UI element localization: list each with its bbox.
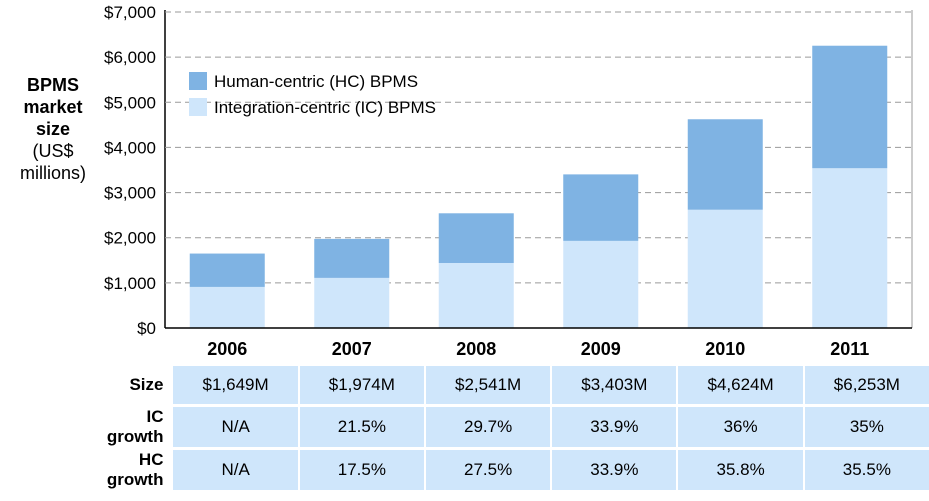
y-axis-title-line: market	[23, 97, 83, 117]
bar-segment-hc	[687, 119, 763, 210]
table-row-ic-growth: IC growth N/A 21.5% 29.7% 33.9% 36% 35%	[90, 407, 929, 447]
y-axis-title-line: millions)	[19, 163, 86, 183]
y-tick-label: $4,000	[104, 138, 156, 157]
y-axis-title: BPMS market size (US$ millions)	[0, 74, 106, 184]
table-cell: $3,403M	[550, 366, 677, 404]
y-axis-title-line: (US$	[32, 141, 74, 161]
table-cell: 35.5%	[802, 450, 929, 490]
row-label: IC growth	[90, 407, 174, 447]
bar-segment-hc	[812, 45, 888, 169]
x-tick-label: 2008	[456, 339, 496, 359]
legend-swatch	[189, 98, 207, 116]
bar-segment-ic	[687, 209, 763, 328]
y-tick-label: $6,000	[104, 48, 156, 67]
table-cell: 33.9%	[550, 450, 677, 490]
row-label: Size	[90, 366, 174, 404]
y-tick-label: $0	[137, 319, 156, 338]
table-cell: 35%	[802, 407, 929, 447]
stats-table: Size $1,649M $1,974M $2,541M $3,403M $4,…	[90, 363, 929, 493]
table-cell: 29.7%	[423, 407, 551, 447]
table-cell: $4,624M	[676, 366, 803, 404]
bar-segment-hc	[314, 238, 390, 278]
table-cell: N/A	[173, 450, 298, 490]
table-cell: 36%	[676, 407, 803, 447]
table-cell: $1,649M	[173, 366, 298, 404]
x-tick-label: 2006	[207, 339, 247, 359]
y-axis-title-line: size	[35, 119, 71, 139]
x-tick-label: 2007	[332, 339, 372, 359]
table-cell: $2,541M	[423, 366, 551, 404]
table-cell: 33.9%	[550, 407, 677, 447]
table-row-size: Size $1,649M $1,974M $2,541M $3,403M $4,…	[90, 366, 929, 404]
table-cell: $6,253M	[802, 366, 929, 404]
x-tick-label: 2010	[705, 339, 745, 359]
y-tick-label: $1,000	[104, 274, 156, 293]
x-tick-label: 2011	[830, 339, 869, 359]
bar-segment-ic	[812, 168, 888, 328]
x-tick-label: 2009	[581, 339, 621, 359]
bar-segment-ic	[314, 277, 390, 328]
legend-label: Integration-centric (IC) BPMS	[214, 98, 436, 117]
table-cell: 17.5%	[297, 450, 424, 490]
table-cell: 27.5%	[423, 450, 551, 490]
legend-label: Human-centric (HC) BPMS	[214, 72, 418, 91]
table-cell: 21.5%	[297, 407, 424, 447]
table-cell: $1,974M	[297, 366, 424, 404]
table-cell: 35.8%	[676, 450, 803, 490]
bar-segment-hc	[438, 213, 514, 263]
bar-segment-ic	[189, 286, 265, 328]
bar-segment-hc	[563, 174, 639, 241]
bar-segment-ic	[438, 262, 514, 328]
table-cell: N/A	[173, 407, 298, 447]
y-tick-label: $3,000	[104, 184, 156, 203]
bar-segment-ic	[563, 240, 639, 328]
y-tick-label: $7,000	[104, 3, 156, 22]
y-tick-label: $2,000	[104, 229, 156, 248]
y-axis-title-line: BPMS	[26, 75, 79, 95]
table-row-hc-growth: HC growth N/A 17.5% 27.5% 33.9% 35.8% 35…	[90, 450, 929, 490]
legend-swatch	[189, 72, 207, 90]
bar-segment-hc	[189, 253, 265, 287]
row-label: HC growth	[90, 450, 174, 490]
y-tick-label: $5,000	[104, 93, 156, 112]
